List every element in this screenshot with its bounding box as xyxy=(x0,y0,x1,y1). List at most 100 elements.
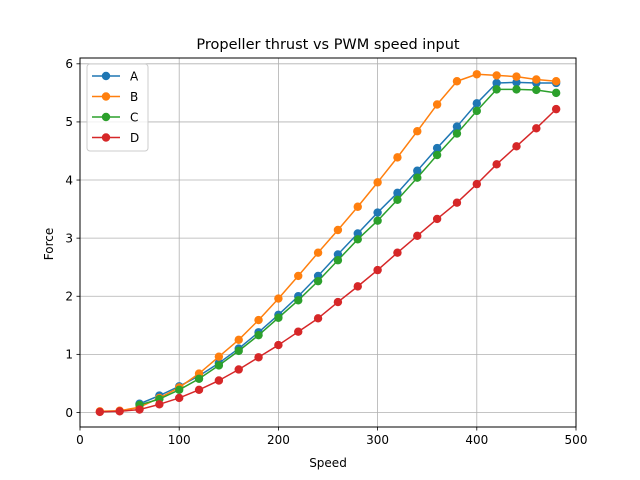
series-d-point xyxy=(551,104,561,114)
series-d xyxy=(95,104,561,417)
series-b-point xyxy=(472,70,481,79)
series-d-point xyxy=(472,179,481,189)
y-tick-label: 2 xyxy=(65,290,73,304)
series-a-point xyxy=(333,250,343,259)
series-b-point xyxy=(294,271,303,281)
y-axis: 0 1 2 3 4 5 6 xyxy=(65,57,80,420)
series-c-point xyxy=(551,88,561,98)
series-d-point xyxy=(155,400,164,409)
x-tick-label: 400 xyxy=(465,433,488,447)
series-d-point xyxy=(532,124,541,133)
series-c-point xyxy=(313,276,323,286)
y-tick-label: 1 xyxy=(65,348,73,362)
series-b-point xyxy=(214,352,224,361)
chart-title: Propeller thrust vs PWM speed input xyxy=(196,37,460,53)
y-tick-label: 3 xyxy=(65,231,73,245)
x-tick-label: 300 xyxy=(366,433,389,447)
legend-label-c: C xyxy=(130,110,138,124)
series-a-point xyxy=(353,229,362,238)
series-b-point xyxy=(452,77,462,86)
series-c-point xyxy=(393,195,402,204)
series-d-point xyxy=(353,282,362,291)
series-b-point xyxy=(373,178,382,187)
series-b-point xyxy=(313,248,323,257)
legend-marker-d xyxy=(101,133,111,142)
series-d-point xyxy=(135,405,144,414)
series-b-point xyxy=(393,153,402,162)
grid xyxy=(79,58,577,427)
series-b-point xyxy=(413,127,422,136)
y-tick-label: 0 xyxy=(65,406,73,420)
series-c-point xyxy=(175,385,184,395)
y-tick-label: 5 xyxy=(65,115,73,129)
series-d-point xyxy=(234,365,243,374)
series-c-point xyxy=(214,361,224,370)
series-c xyxy=(135,85,561,410)
series-d-point xyxy=(393,248,402,257)
series-a-line xyxy=(139,81,557,405)
series-a-point xyxy=(512,78,521,87)
series-a-point xyxy=(413,166,422,175)
x-tick-label: 0 xyxy=(76,433,84,447)
legend-item-d: D xyxy=(92,131,139,145)
y-tick-label: 6 xyxy=(65,57,73,71)
series-c-point xyxy=(532,85,541,95)
series-c-point xyxy=(254,330,263,340)
series-d-point xyxy=(492,160,501,169)
series-a-point xyxy=(393,188,402,198)
legend-label-b: B xyxy=(130,90,138,104)
legend-item-a: A xyxy=(92,69,139,83)
series-c-point xyxy=(373,216,382,225)
series-c-line xyxy=(139,88,557,406)
legend-item-c: C xyxy=(92,110,138,124)
series-c-point xyxy=(194,374,204,383)
series-d-point xyxy=(274,340,283,350)
series-a-point xyxy=(452,122,462,131)
legend-marker-a xyxy=(101,71,111,81)
series-c-point xyxy=(333,256,343,265)
y-axis-label: Force xyxy=(42,228,56,260)
series-b-point xyxy=(551,77,561,86)
series-d-point xyxy=(452,198,462,207)
series-b-point xyxy=(353,202,362,211)
series-c-point xyxy=(353,235,362,244)
series-d-point xyxy=(95,407,105,417)
x-tick-label: 200 xyxy=(267,433,290,447)
series-d-point xyxy=(214,376,224,385)
series-d-point xyxy=(175,393,184,403)
series-c-point xyxy=(452,129,462,138)
series-a-point xyxy=(472,99,481,108)
series-b-point xyxy=(333,225,343,235)
legend-frame xyxy=(86,63,149,152)
legend-marker-b xyxy=(101,92,111,101)
series-layer xyxy=(95,70,561,417)
series-b-point xyxy=(254,315,263,325)
series-d-point xyxy=(333,297,343,307)
x-tick-label: 100 xyxy=(168,433,191,447)
series-d-point xyxy=(432,214,442,224)
series-c-point xyxy=(492,85,501,94)
series-c-point xyxy=(432,150,442,160)
series-c-point xyxy=(512,85,521,94)
series-d-point xyxy=(194,385,204,395)
legend-marker-c xyxy=(101,112,111,122)
legend-label-a: A xyxy=(130,69,139,83)
series-c-point xyxy=(274,313,283,322)
series-b-point xyxy=(234,335,243,345)
series-b-point xyxy=(492,71,501,80)
series-b-point xyxy=(512,72,521,81)
series-a-point xyxy=(432,143,442,153)
x-axis-label: Speed xyxy=(309,456,347,470)
series-c-point xyxy=(294,296,303,305)
y-tick-label: 4 xyxy=(65,173,73,187)
series-b-point xyxy=(432,100,442,109)
series-c-point xyxy=(413,173,422,182)
plot-area-frame xyxy=(79,57,577,428)
series-c-point xyxy=(234,346,243,356)
series-d-point xyxy=(373,265,382,275)
x-tick-label: 500 xyxy=(565,433,588,447)
series-d-point xyxy=(115,407,124,416)
series-a-point xyxy=(492,78,501,88)
